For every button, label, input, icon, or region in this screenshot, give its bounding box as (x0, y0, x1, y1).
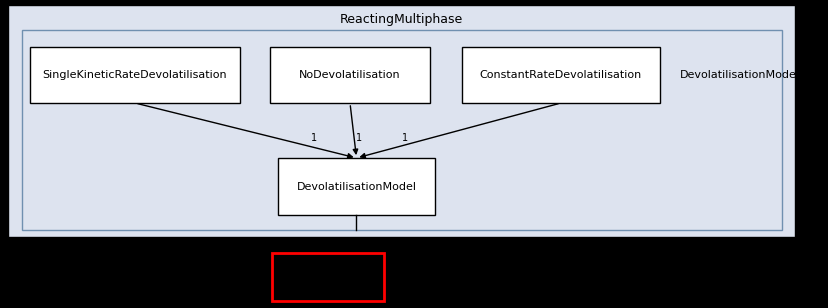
Bar (30, 47, 240, 103)
Bar (8, 5, 794, 237)
Text: ReactingMultiphase: ReactingMultiphase (339, 13, 463, 26)
Text: 1: 1 (310, 133, 316, 143)
Bar (461, 47, 659, 103)
Text: DevolatilisationModel: DevolatilisationModel (679, 70, 799, 80)
Text: DevolatilisationModel: DevolatilisationModel (296, 181, 416, 192)
Text: ConstantRateDevolatilisation: ConstantRateDevolatilisation (479, 70, 642, 80)
Text: NoDevolatilisation: NoDevolatilisation (299, 70, 400, 80)
Bar (272, 253, 383, 301)
Text: 1: 1 (402, 133, 408, 143)
Bar (270, 47, 430, 103)
Text: 1: 1 (355, 133, 362, 143)
Bar (277, 158, 435, 215)
Text: SingleKineticRateDevolatilisation: SingleKineticRateDevolatilisation (42, 70, 227, 80)
Bar (22, 30, 781, 230)
